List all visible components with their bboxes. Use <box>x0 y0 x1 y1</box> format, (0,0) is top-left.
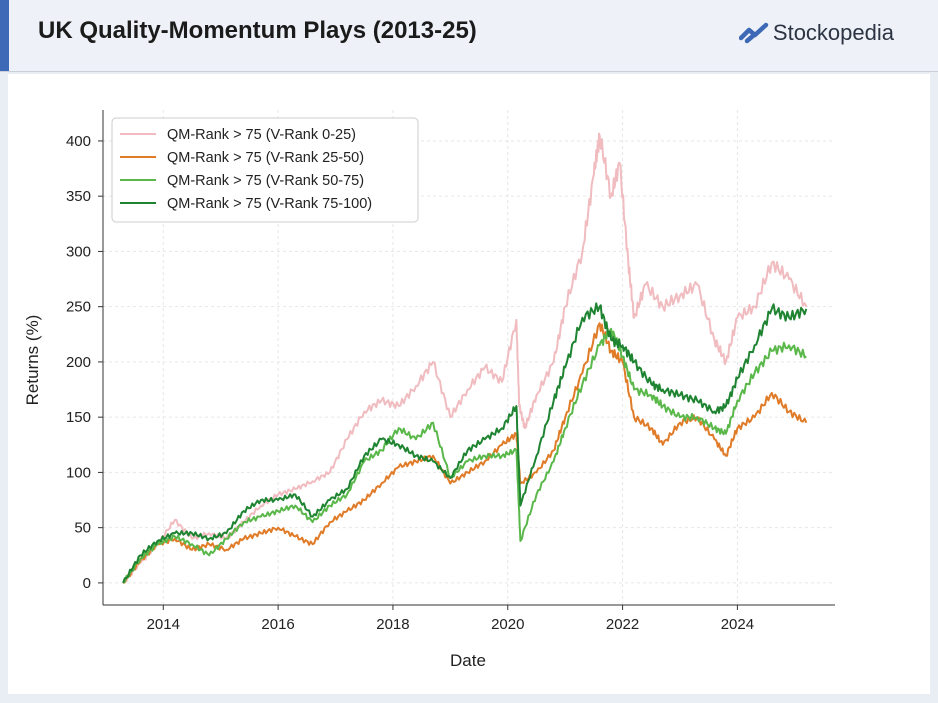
legend-label: QM-Rank > 75 (V-Rank 0-25) <box>167 127 356 143</box>
legend-box <box>111 117 419 223</box>
header: UK Quality-Momentum Plays (2013-25) Stoc… <box>0 0 938 72</box>
brand-logo[interactable]: Stockopedia <box>738 20 894 46</box>
legend-label: QM-Rank > 75 (V-Rank 75-100) <box>167 196 372 212</box>
y-tick-label: 350 <box>66 188 91 205</box>
series-line-4 <box>122 302 808 584</box>
y-tick-label: 150 <box>66 409 91 426</box>
series-line-1 <box>122 132 808 584</box>
legend-label: QM-Rank > 75 (V-Rank 25-50) <box>167 150 364 166</box>
x-tick-label: 2022 <box>606 616 639 633</box>
y-tick-label: 0 <box>83 575 91 592</box>
legend-label: QM-Rank > 75 (V-Rank 50-75) <box>167 173 364 189</box>
x-tick-label: 2014 <box>147 616 180 633</box>
y-axis-label: Returns (%) <box>23 315 42 406</box>
brand-name: Stockopedia <box>772 20 894 45</box>
x-tick-label: 2018 <box>376 616 409 633</box>
x-ticks: 2014 2016 2018 2020 2022 2024 <box>147 605 754 633</box>
y-tick-label: 300 <box>66 243 91 260</box>
y-tick-label: 100 <box>66 464 91 481</box>
y-tick-label: 250 <box>66 299 91 316</box>
y-tick-label: 50 <box>74 520 91 537</box>
x-axis-label: Date <box>450 651 486 670</box>
series-line-3 <box>122 327 807 584</box>
legend: QM-Rank > 75 (V-Rank 0-25) QM-Rank > 75 (… <box>111 117 419 223</box>
x-tick-label: 2020 <box>491 616 524 633</box>
y-ticks: 0 50 100 150 200 250 300 350 400 <box>66 133 103 592</box>
y-tick-label: 200 <box>66 354 91 371</box>
series-lines <box>122 132 808 584</box>
header-accent-bar <box>0 0 9 71</box>
page-title: UK Quality-Momentum Plays (2013-25) <box>38 17 477 44</box>
stockopedia-logo-icon <box>738 22 769 44</box>
y-tick-label: 400 <box>66 133 91 150</box>
x-tick-label: 2016 <box>261 616 294 633</box>
x-tick-label: 2024 <box>721 616 754 633</box>
